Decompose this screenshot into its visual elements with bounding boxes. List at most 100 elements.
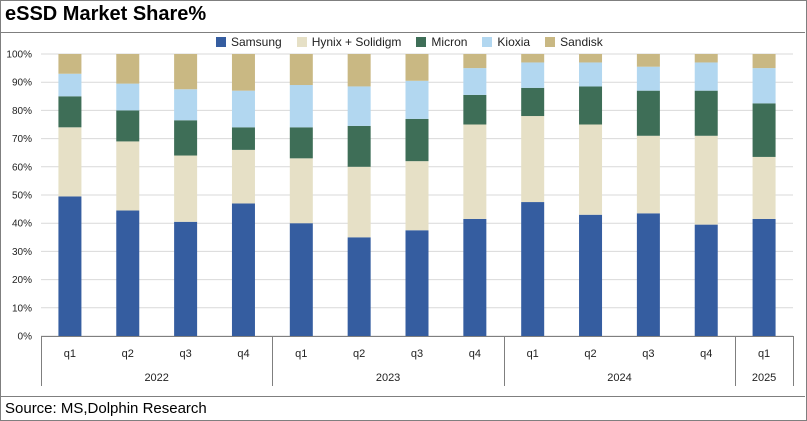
bar-0-12 — [752, 218, 776, 336]
y-tick-label-7: 70% — [12, 134, 32, 145]
source-bar: Source: MS,Dolphin Research — [0, 396, 805, 420]
bar-0-8 — [521, 202, 545, 336]
title-bar: eSSD Market Share% — [0, 0, 805, 33]
x-tick-label-4: q1 — [295, 348, 307, 360]
y-tick-label-4: 40% — [12, 219, 32, 230]
bar-1-3 — [231, 149, 255, 204]
bar-2-10 — [636, 90, 660, 136]
bar-1-11 — [694, 135, 718, 225]
bar-1-8 — [521, 116, 545, 203]
x-tick-label-9: q2 — [584, 348, 596, 360]
bar-4-5 — [347, 54, 371, 87]
bar-3-10 — [636, 66, 660, 91]
group-label-2: 2024 — [607, 372, 631, 384]
legend-swatch-1 — [296, 37, 307, 47]
legend-label-3: Kioxia — [497, 35, 531, 49]
bar-0-10 — [636, 213, 660, 336]
legend-swatch-4 — [545, 37, 556, 47]
legend-item-1: Hynix + Solidigm — [296, 35, 401, 49]
bar-3-7 — [463, 68, 487, 95]
bar-3-6 — [405, 80, 429, 119]
bar-0-9 — [579, 214, 603, 336]
bar-0-0 — [58, 196, 82, 336]
bar-3-2 — [174, 89, 198, 121]
y-tick-label-3: 30% — [12, 247, 32, 258]
y-tick-label-9: 90% — [12, 78, 32, 89]
legend-label-0: Samsung — [231, 35, 282, 49]
title-divider — [0, 32, 805, 33]
group-label-1: 2023 — [376, 372, 400, 384]
bar-4-10 — [636, 54, 660, 67]
y-tick-label-6: 60% — [12, 162, 32, 173]
bar-2-1 — [116, 110, 140, 142]
y-tick-label-0: 0% — [18, 332, 33, 343]
bar-4-6 — [405, 54, 429, 81]
x-tick-label-8: q1 — [527, 348, 539, 360]
bar-1-9 — [579, 124, 603, 215]
bar-3-0 — [58, 73, 82, 97]
bar-1-5 — [347, 166, 371, 238]
bar-2-9 — [579, 86, 603, 125]
bar-3-3 — [231, 90, 255, 128]
bar-4-3 — [231, 54, 255, 91]
bar-2-6 — [405, 118, 429, 162]
bar-2-4 — [289, 127, 313, 159]
bar-4-0 — [58, 54, 82, 74]
y-tick-label-1: 10% — [12, 303, 32, 314]
legend-label-2: Micron — [431, 35, 468, 49]
bar-4-12 — [752, 54, 776, 69]
bar-4-2 — [174, 54, 198, 90]
bar-4-11 — [694, 54, 718, 63]
bar-1-4 — [289, 158, 313, 224]
x-tick-label-0: q1 — [64, 348, 76, 360]
bar-3-4 — [289, 85, 313, 128]
bar-1-12 — [752, 156, 776, 219]
bar-0-7 — [463, 218, 487, 336]
x-tick-label-6: q3 — [411, 348, 423, 360]
x-tick-label-7: q4 — [469, 348, 481, 360]
bar-4-4 — [289, 54, 313, 86]
bar-0-5 — [347, 237, 371, 336]
bar-1-7 — [463, 124, 487, 219]
bar-0-11 — [694, 224, 718, 336]
bar-2-2 — [174, 120, 198, 156]
bar-4-7 — [463, 54, 487, 69]
group-label-3: 2025 — [752, 372, 776, 384]
legend-swatch-2 — [416, 37, 427, 47]
bar-3-5 — [347, 86, 371, 126]
y-tick-label-10: 100% — [6, 50, 32, 61]
legend-item-0: Samsung — [216, 35, 282, 49]
bar-1-10 — [636, 135, 660, 214]
bar-1-2 — [174, 155, 198, 222]
bar-4-8 — [521, 54, 545, 63]
chart-legend: Samsung Hynix + Solidigm Micron Kioxia Sandi… — [216, 34, 618, 50]
legend-swatch-3 — [482, 37, 493, 47]
bar-1-1 — [116, 141, 140, 211]
bar-3-11 — [694, 62, 718, 91]
bar-3-1 — [116, 83, 140, 111]
y-tick-label-5: 50% — [12, 191, 32, 202]
bar-0-4 — [289, 223, 313, 336]
legend-item-3: Kioxia — [482, 35, 530, 49]
x-tick-label-5: q2 — [353, 348, 365, 360]
bar-2-11 — [694, 90, 718, 136]
bar-2-5 — [347, 125, 371, 167]
bar-3-8 — [521, 62, 545, 88]
bar-0-2 — [174, 221, 198, 336]
bar-2-7 — [463, 94, 487, 125]
bar-2-8 — [521, 87, 545, 117]
source-note: Source: MS,Dolphin Research — [5, 400, 207, 417]
legend-item-2: Micron — [416, 35, 467, 49]
legend-item-4: Sandisk — [545, 35, 603, 49]
bar-1-0 — [58, 127, 82, 197]
x-tick-label-1: q2 — [122, 348, 134, 360]
bar-1-6 — [405, 161, 429, 231]
bar-3-12 — [752, 68, 776, 104]
legend-label-4: Sandisk — [560, 35, 603, 49]
x-tick-label-3: q4 — [237, 348, 249, 360]
x-tick-label-12: q1 — [758, 348, 770, 360]
bar-2-12 — [752, 103, 776, 157]
bar-2-0 — [58, 96, 82, 128]
bar-4-9 — [579, 54, 603, 63]
y-tick-label-2: 20% — [12, 275, 32, 286]
